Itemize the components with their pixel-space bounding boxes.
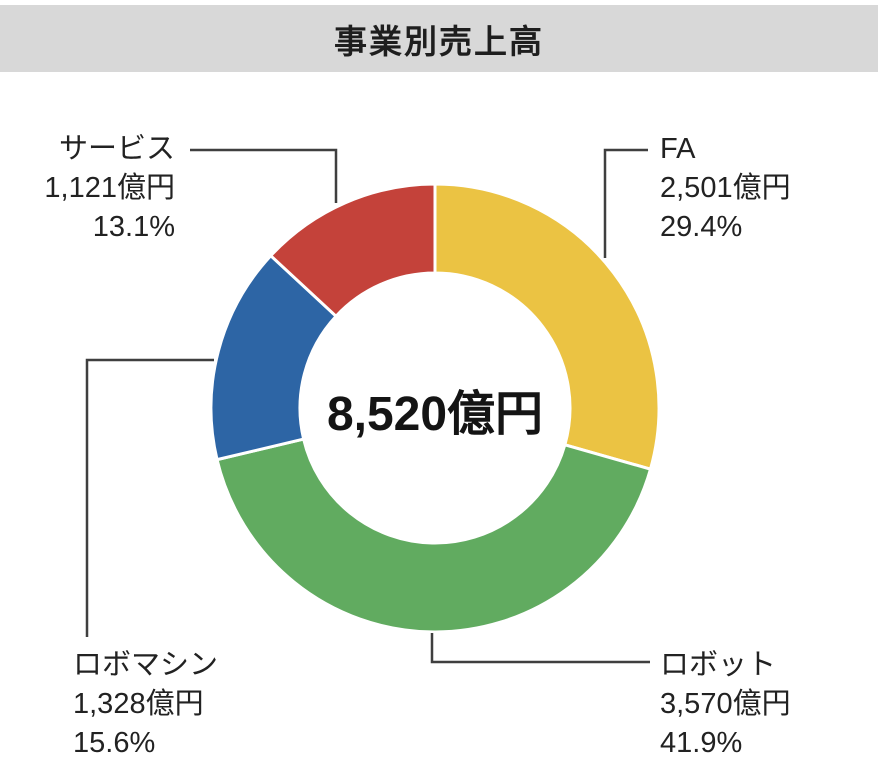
donut-segments [209, 182, 661, 634]
segment-label-service: サービス 1,121億円 13.1% [44, 130, 175, 247]
leader-line-service [190, 148, 338, 203]
segment-percent-fa: 29.4% [660, 211, 743, 243]
donut-segment-service [269, 182, 437, 318]
donut-segment-robot [215, 437, 652, 634]
leader-line-fa [603, 148, 648, 258]
chart-title: 事業別売上高 [334, 22, 544, 60]
segment-label-fa: FA 2,501億円 29.4% [660, 130, 791, 247]
segment-name-robomachine: ロボマシン [73, 649, 219, 681]
segment-name-fa: FA [660, 133, 696, 165]
leader-lines [85, 148, 650, 664]
segment-name-robot: ロボット [660, 649, 777, 681]
segment-value-robomachine: 1,328億円 [73, 688, 204, 720]
segment-percent-service: 13.1% [92, 211, 175, 243]
segment-value-fa: 2,501億円 [660, 172, 791, 204]
segment-value-robot: 3,570億円 [660, 688, 791, 720]
leader-line-robot [430, 633, 650, 664]
segment-name-service: サービス [58, 133, 175, 165]
segment-percent-robomachine: 15.6% [73, 727, 156, 759]
title-banner: 事業別売上高 [0, 5, 878, 72]
segment-value-service: 1,121億円 [44, 172, 175, 204]
leader-line-robomachine [85, 358, 214, 637]
segment-percent-robot: 41.9% [660, 727, 743, 759]
donut-segment-fa [433, 182, 661, 471]
segment-label-robot: ロボット 3,570億円 41.9% [660, 646, 791, 763]
donut-center-total: 8,520億円 [326, 388, 544, 441]
segment-label-robomachine: ロボマシン 1,328億円 15.6% [73, 646, 218, 763]
